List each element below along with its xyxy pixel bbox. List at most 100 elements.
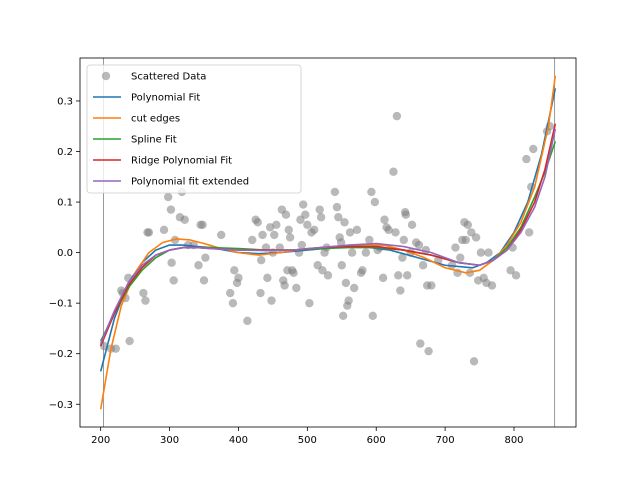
legend-label-4: Ridge Polynomial Fit (131, 156, 232, 167)
scatter-point (396, 286, 405, 295)
y-tick-label: −0.2 (49, 349, 73, 360)
scatter-point (487, 281, 497, 290)
scatter-point (522, 154, 531, 164)
scatter-point (361, 248, 371, 257)
x-tick-label: 800 (504, 435, 523, 446)
scatter-point (392, 111, 402, 121)
scatter-point (166, 205, 176, 214)
x-axis: 200 300 400 500 600 700 800 (91, 427, 524, 446)
scatter-point (198, 220, 207, 230)
scatter-point (139, 288, 148, 298)
scatter-point (167, 258, 176, 267)
plot-frame (79, 57, 577, 428)
scatter-point (463, 220, 473, 230)
scatter-point (270, 230, 279, 240)
legend: Scattered Data Polynomial Fit cut edges Spl… (86, 64, 302, 194)
y-axis: −0.3 −0.2 −0.1 0.0 0.1 0.2 0.3 (49, 96, 80, 411)
scatter-point (292, 283, 301, 293)
scatter-point (456, 253, 465, 262)
scatter-point (471, 233, 481, 242)
y-tick-label: 0.0 (57, 248, 73, 259)
scatter-point (169, 276, 178, 285)
scatter-point (228, 298, 238, 308)
scatter-point (524, 228, 534, 237)
y-tick-label: 0.2 (57, 147, 73, 158)
scatter-point (338, 311, 348, 320)
scatter-point (111, 344, 121, 353)
scatter-point (461, 235, 470, 245)
scatter-point (484, 248, 493, 257)
legend-label-2: cut edges (131, 114, 180, 125)
scatter-point (163, 192, 173, 202)
scatter-point (384, 225, 393, 235)
scatter-point (253, 218, 262, 227)
x-tick-label: 200 (91, 435, 110, 446)
scatter-point (316, 213, 326, 222)
scatter-point (476, 248, 486, 257)
scatter-point (345, 228, 355, 237)
scatter-point (394, 271, 403, 280)
scatter-point (451, 243, 460, 252)
scatter-point (365, 235, 374, 245)
scatter-point (334, 213, 343, 222)
legend-label-3: Spline Fit (131, 135, 177, 146)
scatter-point (305, 298, 314, 308)
y-tick-label: 0.3 (57, 96, 73, 107)
fit-series-layer (99, 75, 557, 410)
scatter-point (344, 296, 353, 305)
scatter-point (341, 278, 351, 288)
scatter-point (358, 266, 367, 275)
scatter-point (234, 273, 243, 283)
scatter-point (289, 268, 298, 278)
scatter-point (258, 230, 267, 240)
scatter-point (469, 357, 479, 366)
scatter-point (349, 283, 359, 293)
scatter-point (330, 187, 340, 197)
scatter-point (263, 273, 272, 283)
scatter-point (256, 288, 265, 298)
scatter-point (506, 266, 515, 275)
scatter-point (347, 248, 357, 257)
series-line-3 (99, 141, 557, 342)
scatter-point (418, 261, 428, 270)
scatter-point (511, 271, 521, 280)
x-tick-label: 300 (160, 435, 179, 446)
scatter-point (529, 144, 538, 154)
scatter-point (337, 261, 346, 270)
scatter-point (297, 240, 307, 250)
scatter-point (352, 225, 362, 235)
scatter-point (180, 215, 189, 224)
scatter-point (378, 273, 388, 283)
scatter-point (336, 238, 346, 247)
scatter-point (399, 235, 408, 245)
scatter-point (243, 316, 252, 326)
scatter-point (391, 228, 400, 237)
scatter-point (225, 288, 235, 298)
scatter-point (159, 225, 169, 235)
scatter-point (323, 271, 333, 280)
legend-label-scatter: Scattered Data (131, 72, 206, 83)
scatter-point (414, 240, 424, 250)
scatter-point (281, 210, 291, 219)
plot-area (99, 58, 557, 427)
scatter-point (284, 225, 293, 235)
scatter-point (285, 233, 295, 242)
scatter-point (340, 218, 349, 227)
y-tick-label: −0.1 (49, 299, 73, 310)
scatter-point (401, 210, 411, 219)
y-tick-label: 0.1 (57, 198, 73, 209)
scatter-point (125, 336, 134, 346)
scatter-point (267, 296, 276, 305)
scatter-point (217, 230, 226, 240)
legend-box (86, 64, 302, 194)
scatter-point (301, 210, 310, 219)
x-tick-label: 700 (436, 435, 455, 446)
legend-marker-scatter (101, 71, 111, 81)
series-line-5 (99, 128, 557, 344)
legend-label-1: Polynomial Fit (131, 93, 200, 104)
x-tick-label: 600 (367, 435, 386, 446)
scatter-point (299, 200, 308, 209)
x-tick-label: 500 (298, 435, 317, 446)
scatter-point (367, 187, 376, 197)
